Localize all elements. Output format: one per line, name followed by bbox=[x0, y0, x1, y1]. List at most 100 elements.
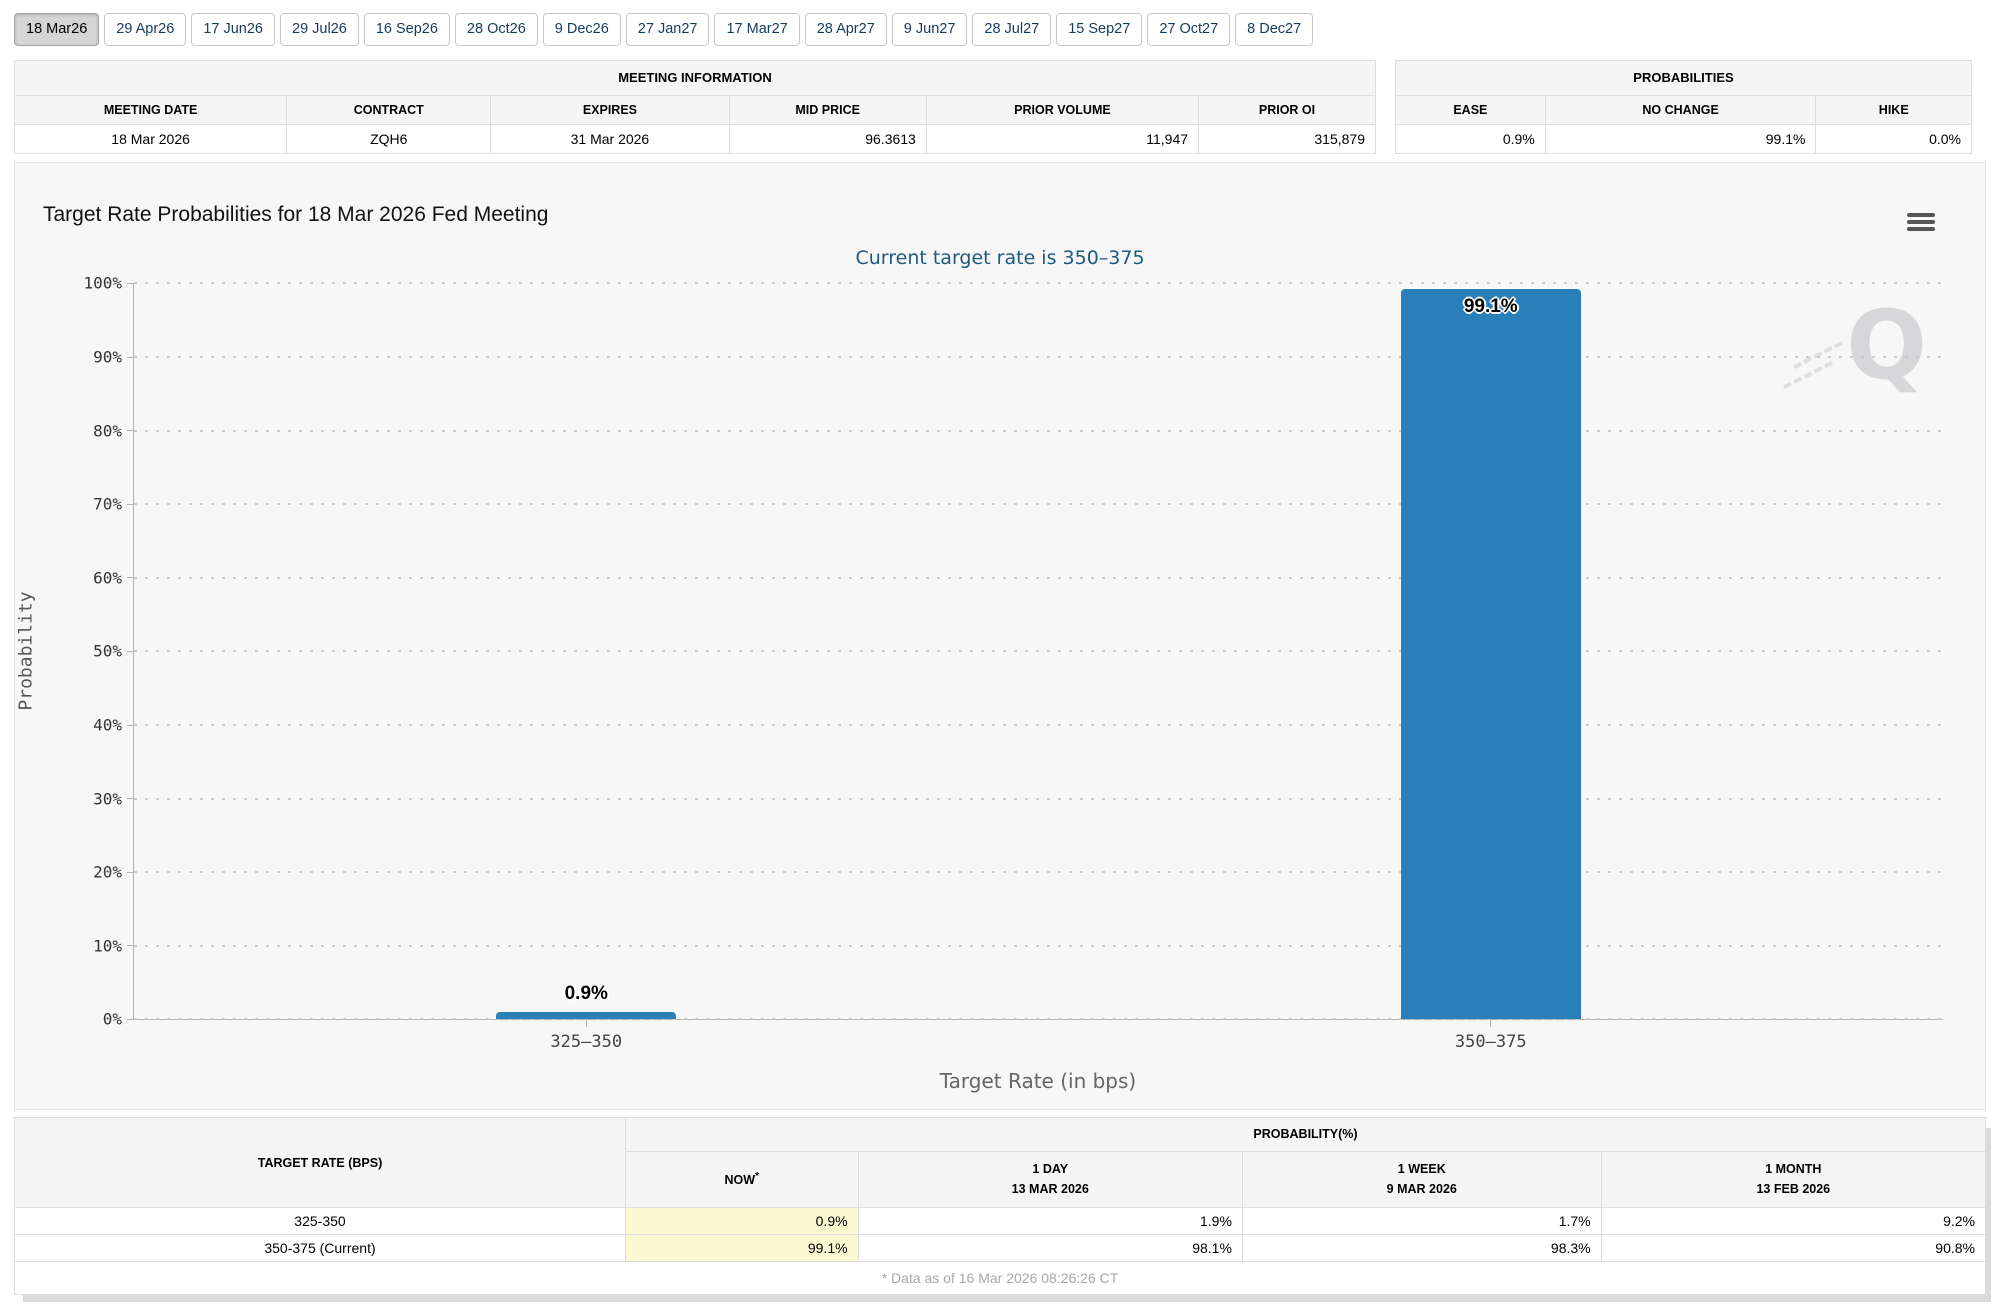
table-row: 325-350 0.9% 1.9% 1.7% 9.2% bbox=[14, 1207, 1987, 1236]
week-value: 98.3% bbox=[1241, 1234, 1602, 1263]
x-axis-label: Target Rate (in bps) bbox=[939, 1069, 1137, 1094]
tab-27-jan27[interactable]: 27 Jan27 bbox=[625, 13, 710, 47]
col-1-week: 1 WEEK 9 MAR 2026 bbox=[1241, 1151, 1602, 1209]
gridline-80 bbox=[134, 429, 1943, 432]
col-group-probability: PROBABILITY(%) bbox=[625, 1117, 1986, 1153]
tab-29-jul26[interactable]: 29 Jul26 bbox=[280, 13, 359, 47]
ease-value: 0.9% bbox=[1395, 124, 1546, 154]
y-tickmark bbox=[127, 430, 134, 432]
bar-value-label: 0.9% bbox=[564, 983, 608, 1005]
gridline-100 bbox=[134, 282, 1943, 285]
y-tickmark bbox=[127, 282, 134, 284]
chart-menu-hamburger-icon[interactable] bbox=[1907, 213, 1935, 234]
y-tick-label-100: 100% bbox=[83, 273, 122, 293]
y-tick-label-10: 10% bbox=[93, 936, 122, 956]
meeting-date-tabs: 18 Mar26 29 Apr26 17 Jun26 29 Jul26 16 Sep26… bbox=[0, 0, 2000, 47]
bar-325–350[interactable]: 0.9% bbox=[496, 983, 677, 1020]
y-tick-label-60: 60% bbox=[93, 568, 122, 588]
data-as-of-footnote: * Data as of 16 Mar 2026 08:26:26 CT bbox=[14, 1261, 1986, 1296]
bar-value-label: 99.1% bbox=[1463, 296, 1518, 318]
col-target-rate-bps: TARGET RATE (BPS) bbox=[14, 1117, 626, 1209]
col-mid-price: MID PRICE bbox=[728, 95, 927, 126]
tab-28-jul27[interactable]: 28 Jul27 bbox=[972, 13, 1052, 47]
gridline-0 bbox=[134, 1018, 1943, 1021]
contract-value: ZQH6 bbox=[286, 124, 491, 154]
y-tick-label-40: 40% bbox=[93, 715, 122, 735]
y-tickmark bbox=[127, 798, 134, 800]
tab-17-jun26[interactable]: 17 Jun26 bbox=[191, 13, 275, 47]
expires-value: 31 Mar 2026 bbox=[490, 124, 729, 154]
y-tickmark bbox=[127, 1018, 134, 1020]
tab-28-oct26[interactable]: 28 Oct26 bbox=[454, 13, 538, 47]
y-tick-label-30: 30% bbox=[93, 789, 122, 809]
gridline-10 bbox=[134, 944, 1943, 947]
meeting-information-title: MEETING INFORMATION bbox=[14, 60, 1376, 97]
gridline-60 bbox=[134, 576, 1943, 579]
probability-history-section: TARGET RATE (BPS) PROBABILITY(%) NOW* 1 … bbox=[14, 1117, 1987, 1296]
tab-15-sep27[interactable]: 15 Sep27 bbox=[1056, 13, 1143, 47]
tab-9-dec26[interactable]: 9 Dec26 bbox=[542, 13, 621, 47]
col-hike: HIKE bbox=[1815, 95, 1972, 126]
gridline-30 bbox=[134, 797, 1943, 800]
prior-oi-value: 315,879 bbox=[1198, 124, 1376, 154]
y-tickmark bbox=[127, 577, 134, 579]
gridline-40 bbox=[134, 724, 1943, 726]
probability-history-table: TARGET RATE (BPS) PROBABILITY(%) NOW* 1 … bbox=[14, 1117, 1987, 1296]
y-tick-label-70: 70% bbox=[93, 494, 122, 514]
day-value: 98.1% bbox=[857, 1234, 1243, 1263]
month-value: 90.8% bbox=[1600, 1234, 1987, 1263]
y-tickmark bbox=[127, 356, 134, 358]
y-tick-label-90: 90% bbox=[93, 347, 122, 367]
hike-value: 0.0% bbox=[1815, 124, 1972, 154]
no-change-value: 99.1% bbox=[1544, 124, 1816, 154]
rate-350-375-current: 350-375 (Current) bbox=[14, 1234, 626, 1263]
gridline-70 bbox=[134, 503, 1943, 506]
y-tickmark bbox=[127, 503, 134, 505]
col-now: NOW* bbox=[625, 1151, 859, 1209]
probabilities-title: PROBABILITIES bbox=[1395, 60, 1972, 97]
col-contract: CONTRACT bbox=[286, 95, 491, 126]
chart-subtitle: Current target rate is 350–375 bbox=[855, 247, 1145, 270]
x-category-label: 350–375 bbox=[1454, 1032, 1527, 1053]
col-expires: EXPIRES bbox=[490, 95, 729, 126]
col-prior-oi: PRIOR OI bbox=[1198, 95, 1376, 126]
meeting-information-table: MEETING INFORMATION MEETING DATE CONTRAC… bbox=[14, 60, 1376, 155]
bar-350–375[interactable]: 99.1% bbox=[1400, 289, 1581, 1020]
week-value: 1.7% bbox=[1241, 1207, 1602, 1236]
mid-price-value: 96.3613 bbox=[728, 124, 927, 154]
now-value: 0.9% bbox=[625, 1207, 859, 1236]
chart-plot-area: Probability 0% 10% 20% 30% 40% 50% 60% 70% 80% 90… bbox=[16, 274, 1943, 1052]
tab-18-mar26[interactable]: 18 Mar26 bbox=[14, 13, 100, 47]
tab-29-apr26[interactable]: 29 Apr26 bbox=[104, 13, 187, 47]
tab-17-mar27[interactable]: 17 Mar27 bbox=[714, 13, 800, 47]
tab-27-oct27[interactable]: 27 Oct27 bbox=[1147, 13, 1231, 47]
col-1-month: 1 MONTH 13 FEB 2026 bbox=[1600, 1151, 1987, 1209]
month-value: 9.2% bbox=[1600, 1207, 1987, 1236]
y-tickmark bbox=[127, 871, 134, 873]
probabilities-table: PROBABILITIES EASE NO CHANGE HIKE 0.9% 9… bbox=[1395, 60, 1972, 155]
chart-title: Target Rate Probabilities for 18 Mar 202… bbox=[43, 203, 549, 227]
col-ease: EASE bbox=[1395, 95, 1546, 126]
info-tables-row: MEETING INFORMATION MEETING DATE CONTRAC… bbox=[14, 60, 1986, 155]
now-value: 99.1% bbox=[625, 1234, 859, 1263]
quikstrike-q-watermark: Q bbox=[1846, 291, 1927, 402]
y-tickmark bbox=[127, 724, 134, 726]
target-rate-chart-panel: Target Rate Probabilities for 18 Mar 202… bbox=[14, 162, 1986, 1111]
y-axis-label: Probability bbox=[15, 591, 37, 711]
gridline-50 bbox=[134, 650, 1943, 653]
gridline-90 bbox=[134, 356, 1943, 358]
meeting-date-value: 18 Mar 2026 bbox=[14, 124, 287, 154]
tab-8-dec27[interactable]: 8 Dec27 bbox=[1235, 13, 1314, 47]
now-asterisk: * bbox=[755, 1171, 760, 1182]
rate-325-350: 325-350 bbox=[14, 1207, 626, 1236]
y-tick-label-20: 20% bbox=[93, 862, 122, 882]
tab-16-sep26[interactable]: 16 Sep26 bbox=[363, 13, 450, 47]
tab-9-jun27[interactable]: 9 Jun27 bbox=[891, 13, 968, 47]
col-no-change: NO CHANGE bbox=[1544, 95, 1816, 126]
gridline-20 bbox=[134, 871, 1943, 874]
x-tickmark bbox=[1490, 1019, 1492, 1028]
x-tickmark bbox=[585, 1019, 587, 1028]
x-category-label: 325–350 bbox=[550, 1032, 623, 1053]
day-value: 1.9% bbox=[857, 1207, 1243, 1236]
tab-28-apr27[interactable]: 28 Apr27 bbox=[804, 13, 887, 47]
